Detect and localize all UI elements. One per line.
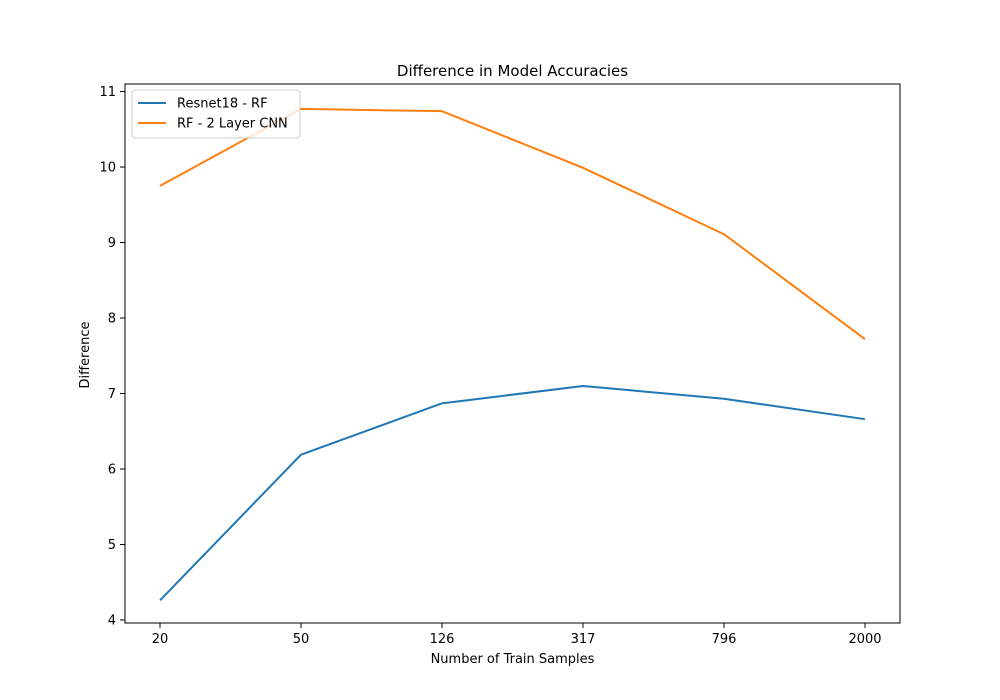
y-tick-label: 4 <box>108 613 116 628</box>
y-tick-label: 6 <box>108 463 116 478</box>
chart-title: Difference in Model Accuracies <box>397 62 628 80</box>
series-line-0 <box>159 384 866 602</box>
plot-frame <box>124 83 901 624</box>
x-tick-label: 50 <box>293 632 310 647</box>
x-axis-label: Number of Train Samples <box>431 652 595 667</box>
y-tick-label: 7 <box>108 387 116 402</box>
x-tick-label: 126 <box>430 632 455 647</box>
legend-box <box>131 89 301 139</box>
y-tick-label: 5 <box>108 538 116 553</box>
y-tick-label: 11 <box>99 85 116 100</box>
y-axis-label: Difference <box>78 321 93 388</box>
legend-label-0: Resnet18 - RF <box>177 97 268 112</box>
y-tick-label: 8 <box>108 312 116 327</box>
y-axis: 4 5 6 7 8 9 10 11 <box>99 85 125 628</box>
legend-label-1: RF - 2 Layer CNN <box>177 117 288 132</box>
y-tick-label: 9 <box>108 236 116 251</box>
x-tick-label: 317 <box>571 632 596 647</box>
x-axis: 20 50 126 317 796 2000 <box>152 623 882 647</box>
x-tick-label: 796 <box>712 632 737 647</box>
x-tick-label: 20 <box>152 632 169 647</box>
y-tick-label: 10 <box>99 161 116 176</box>
x-tick-label: 2000 <box>848 632 881 647</box>
legend: Resnet18 - RF RF - 2 Layer CNN <box>131 89 301 139</box>
